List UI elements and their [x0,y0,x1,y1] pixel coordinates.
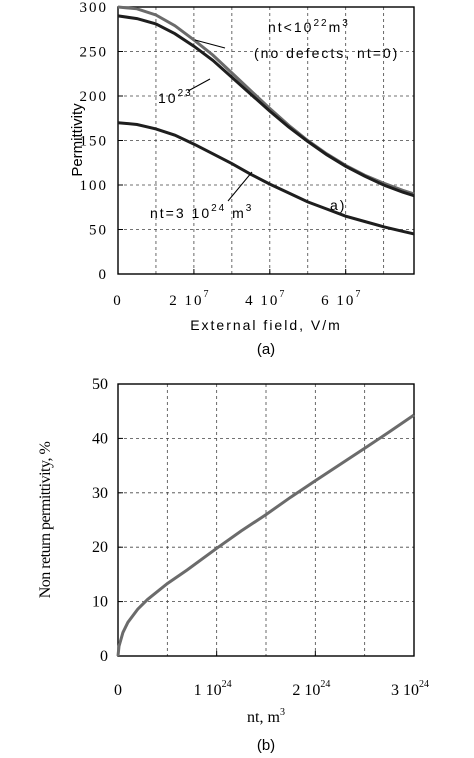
panel-a-caption: (a) [257,341,275,358]
y-tick-label: 300 [80,0,109,16]
annotation-nt-low: nt<1022m3 [268,18,350,35]
x-tick-label: 0 [114,682,122,699]
annotation-no-defects: (no defects, nt=0) [254,45,399,61]
annotation-nt-23: 1023 [158,88,193,106]
panel-b-y-axis-label: Non return permittivity, % [37,442,54,599]
panel-b-x-axis-label: nt, m3 [247,707,285,726]
annotation-a-mark: a) [330,197,346,213]
panel-b-plot-frame [117,383,415,657]
panel-b-grid [118,384,414,656]
y-tick-label: 50 [89,223,108,239]
series-line-2 [117,14,415,198]
y-tick-label: 10 [92,594,108,611]
panel-a-y-ticks: 0 50 100 150 200 250 300 [80,0,123,283]
panel-b-y-ticks: 0 10 20 30 40 50 [92,376,123,665]
y-tick-label: 40 [92,430,108,447]
panel-a-grid [118,7,414,274]
panel-a-x-axis-label: External field, V/m [190,317,342,333]
y-tick-label: 100 [80,178,109,194]
y-tick-label: 0 [99,267,109,283]
leader-nt-low [194,39,226,49]
y-tick-label: 150 [80,134,109,150]
x-tick-label: 0 [113,293,123,309]
leader-nt-23 [187,78,211,92]
x-tick-label: 6 107 [321,289,362,309]
y-tick-label: 0 [100,648,108,665]
panel-b: 0 10 20 30 40 50 0 1 1024 2 1024 3 1024 Non retu… [37,376,429,754]
y-tick-label: 250 [80,45,109,61]
panel-a-y-axis-label: Permittivity [69,103,86,177]
x-tick-label: 4 107 [245,289,286,309]
x-tick-label: 3 1024 [391,679,429,699]
x-tick-label: 2 107 [169,289,210,309]
panel-b-series [116,413,415,657]
y-tick-label: 50 [92,376,108,393]
x-tick-label: 1 1024 [194,679,232,699]
annotation-nt-high: nt=3 1024 m3 [150,203,253,221]
y-tick-label: 20 [92,539,108,556]
leader-nt-high [227,171,253,202]
x-tick-label: 2 1024 [292,679,330,699]
panel-a-x-ticks: 0 2 107 4 107 6 107 [113,269,362,309]
panel-a-series [117,5,415,236]
series-line-1 [116,413,415,657]
panel-a: 0 50 100 150 200 250 300 0 2 107 4 107 6 107 Perm… [69,0,415,358]
y-tick-label: 200 [80,89,109,105]
panel-b-caption: (b) [257,737,275,754]
series-line-3 [117,121,415,236]
panel-b-x-ticks: 0 1 1024 2 1024 3 1024 [114,651,429,699]
y-tick-label: 30 [92,485,108,502]
